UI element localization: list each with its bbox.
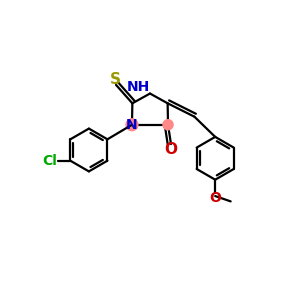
Text: NH: NH [127, 80, 150, 94]
Text: O: O [209, 191, 221, 206]
Text: S: S [110, 72, 121, 87]
Text: O: O [164, 142, 178, 157]
Text: Cl: Cl [43, 154, 58, 168]
Circle shape [163, 120, 173, 130]
Text: N: N [126, 118, 138, 132]
Circle shape [126, 119, 138, 131]
